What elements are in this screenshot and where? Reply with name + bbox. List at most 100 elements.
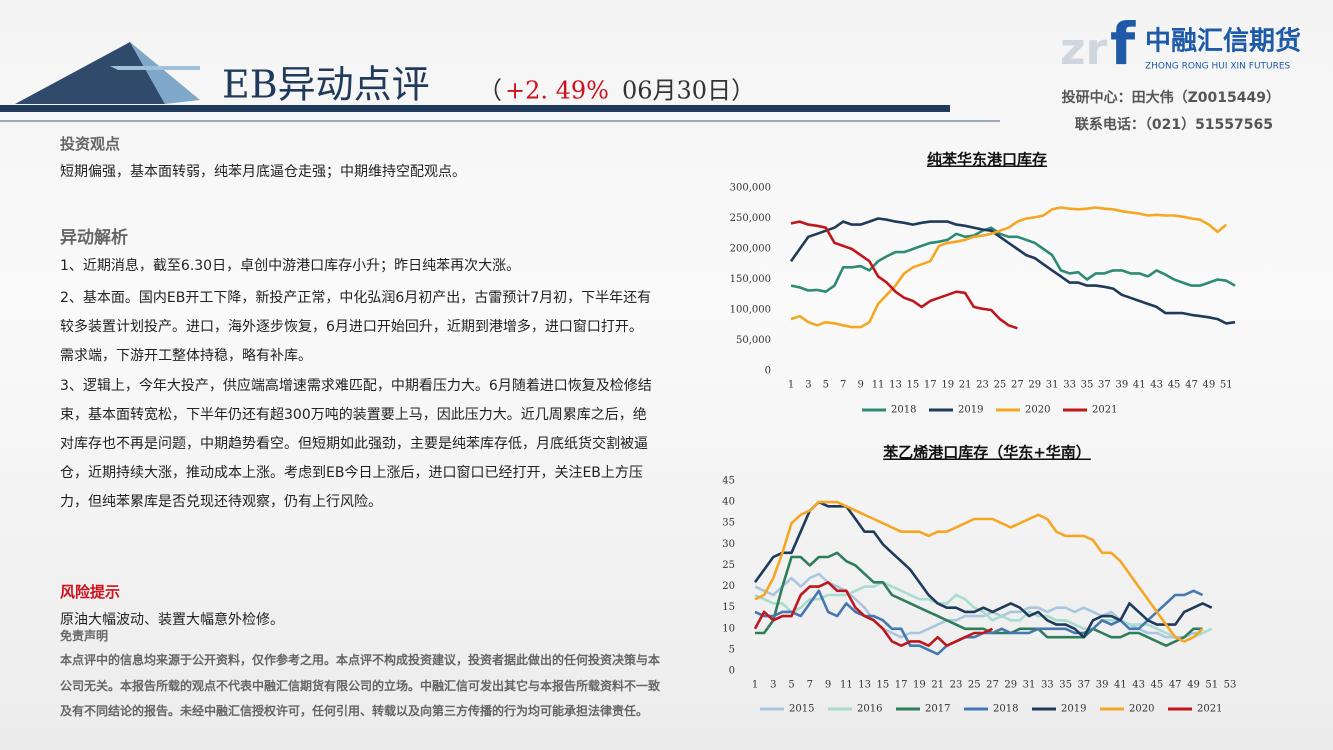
y-tick-label: 5 <box>729 644 735 655</box>
series-line <box>753 500 1213 639</box>
x-tick-label: 49 <box>1187 680 1200 691</box>
x-tick-label: 25 <box>968 680 981 691</box>
x-tick-label: 41 <box>1133 380 1146 391</box>
logo-english: ZHONG RONG HUI XIN FUTURES <box>1145 62 1291 72</box>
y-tick-label: 40 <box>722 497 735 508</box>
analysis-heading: 异动解析 <box>60 228 128 248</box>
x-tick-label: 21 <box>959 380 972 391</box>
x-tick-label: 7 <box>807 680 813 691</box>
y-tick-label: 35 <box>722 518 735 529</box>
contact-center: 投研中心：田大伟（Z0015449） <box>1062 89 1280 106</box>
x-tick-label: 33 <box>1041 680 1054 691</box>
x-tick-label: 41 <box>1114 680 1127 691</box>
view-heading: 投资观点 <box>60 135 121 153</box>
x-tick-label: 35 <box>1059 680 1072 691</box>
x-tick-label: 47 <box>1169 680 1182 691</box>
title-change: +2. 49% <box>505 77 609 105</box>
x-tick-label: 23 <box>976 380 989 391</box>
y-tick-label: 30 <box>722 539 735 550</box>
x-tick-label: 7 <box>840 380 846 391</box>
legend-label: 2018 <box>891 405 916 416</box>
header-rule <box>0 120 1000 122</box>
contact-phone: 联系电话：（021）51557565 <box>1075 116 1273 133</box>
x-tick-label: 11 <box>840 680 853 691</box>
header-triangle-light <box>130 42 200 104</box>
y-tick-label: 20 <box>722 581 735 592</box>
logo-mark: zr <box>1060 24 1108 75</box>
x-tick-label: 15 <box>877 680 890 691</box>
x-tick-label: 29 <box>1028 380 1041 391</box>
y-tick-label: 200,000 <box>730 244 771 255</box>
title: EB异动点评 <box>222 63 430 107</box>
x-tick-label: 39 <box>1096 680 1109 691</box>
x-tick-label: 37 <box>1077 680 1090 691</box>
series-line <box>790 226 1236 293</box>
x-tick-label: 39 <box>1115 380 1128 391</box>
title-date: 06月30日） <box>622 77 755 105</box>
series-line <box>755 551 1203 647</box>
y-tick-label: 0 <box>729 666 735 677</box>
y-tick-label: 50,000 <box>736 335 771 346</box>
legend-label: 2019 <box>1061 704 1086 715</box>
legend-label: 2021 <box>1092 405 1117 416</box>
x-tick-label: 3 <box>805 380 811 391</box>
x-tick-label: 45 <box>1151 680 1164 691</box>
series-line <box>754 589 1204 656</box>
logo-f: f <box>1110 10 1136 78</box>
y-tick-label: 250,000 <box>730 213 771 224</box>
series-line <box>754 581 1213 643</box>
y-tick-label: 10 <box>722 623 735 634</box>
legend-label: 2017 <box>925 704 950 715</box>
y-tick-label: 0 <box>765 366 771 377</box>
x-tick-label: 9 <box>825 680 831 691</box>
x-tick-label: 53 <box>1224 680 1237 691</box>
logo-name: 中融汇信期货 <box>1145 26 1301 57</box>
series-line <box>789 217 1236 325</box>
y-tick-label: 25 <box>722 560 735 571</box>
x-tick-label: 47 <box>1185 380 1198 391</box>
x-tick-label: 1 <box>752 680 758 691</box>
x-tick-label: 11 <box>872 380 885 391</box>
legend-label: 2020 <box>1129 704 1154 715</box>
x-tick-label: 45 <box>1168 380 1181 391</box>
analysis-item: 2、基本面。国内EB开工下降，新投产正常，中化弘润6月初产出，古雷预计7月初，下… <box>60 290 652 364</box>
header-stripe <box>110 66 200 70</box>
x-tick-label: 19 <box>941 380 954 391</box>
view-text: 短期偏强，基本面转弱，纯苯月底逼仓走强；中期维持空配观点。 <box>60 164 466 180</box>
y-tick-label: 300,000 <box>730 183 771 194</box>
x-tick-label: 31 <box>1046 380 1059 391</box>
x-tick-label: 5 <box>823 380 829 391</box>
x-tick-label: 51 <box>1205 680 1218 691</box>
y-tick-label: 100,000 <box>730 305 771 316</box>
header-bar <box>0 105 950 112</box>
header-triangle <box>15 42 165 104</box>
x-tick-label: 33 <box>1063 380 1076 391</box>
y-tick-label: 150,000 <box>730 274 771 285</box>
x-tick-label: 15 <box>907 380 920 391</box>
x-tick-label: 5 <box>788 680 794 691</box>
x-tick-label: 49 <box>1203 380 1216 391</box>
chart-title: 苯乙烯港口库存（华东+华南） <box>882 444 1091 462</box>
x-tick-label: 9 <box>857 380 863 391</box>
legend-label: 2020 <box>1025 405 1050 416</box>
x-tick-label: 19 <box>913 680 926 691</box>
x-tick-label: 29 <box>1004 680 1017 691</box>
x-tick-label: 21 <box>931 680 944 691</box>
series-line <box>790 220 1018 330</box>
x-tick-label: 43 <box>1132 680 1145 691</box>
x-tick-label: 23 <box>950 680 963 691</box>
y-tick-label: 15 <box>722 602 735 613</box>
risk-text: 原油大幅波动、装置大幅意外检修。 <box>60 612 284 628</box>
x-tick-label: 17 <box>924 380 937 391</box>
x-tick-label: 27 <box>986 680 999 691</box>
legend-label: 2016 <box>857 704 882 715</box>
y-tick-label: 45 <box>722 476 735 487</box>
disclaimer-text: 本点评中的信息均来源于公开资料，仅作参考之用。本点评不构成投资建议，投资者据此做… <box>60 653 661 718</box>
title-bracket: （ <box>478 77 502 105</box>
x-tick-label: 51 <box>1220 380 1233 391</box>
series-line <box>790 206 1228 329</box>
legend-label: 2019 <box>958 405 983 416</box>
x-tick-label: 3 <box>770 680 776 691</box>
